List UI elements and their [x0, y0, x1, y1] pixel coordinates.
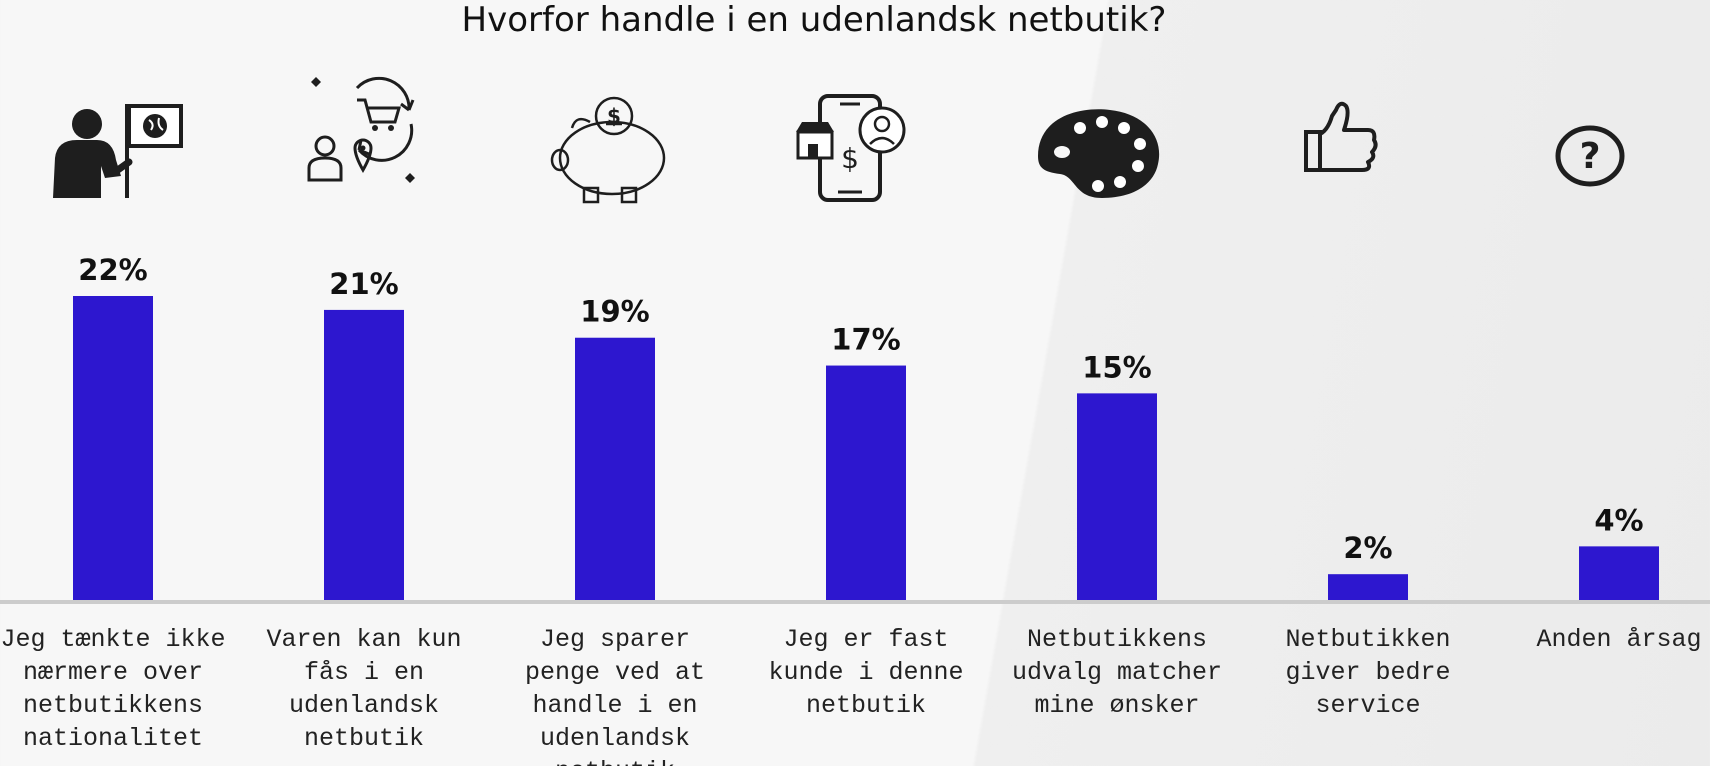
category-label-1: Jeg tænkte ikke nærmere over netbutikken…: [0, 625, 226, 753]
bar-4: [826, 365, 906, 602]
person-with-flag-icon: [53, 104, 183, 198]
bar-7: [1579, 546, 1659, 602]
value-labels-layer: 22% 21% 19% 17% 15% 2% 4%: [78, 253, 1643, 565]
category-label-4: Jeg er fast kunde i denne netbutik: [768, 625, 964, 720]
category-label-3: Jeg sparer penge ved at handle i en uden…: [524, 625, 706, 766]
piggy-bank-icon: $: [550, 96, 666, 204]
bar-5: [1077, 393, 1157, 602]
bar-2: [324, 309, 404, 602]
value-label-5: 15%: [1082, 350, 1151, 384]
svg-text:$: $: [607, 104, 621, 128]
bar-3: [575, 337, 655, 602]
category-label-6: Netbutikken giver bedre service: [1285, 625, 1451, 720]
bar-6: [1328, 574, 1408, 602]
icons-layer: $ $: [53, 76, 1625, 204]
category-label-7: Anden årsag: [1536, 625, 1702, 654]
bar-1: [73, 296, 153, 602]
svg-text:$: $: [841, 142, 859, 175]
mobile-shop-icon: $: [796, 94, 906, 202]
bars-layer: [73, 296, 1659, 602]
category-label-2: Varen kan kun fås i en udenlandsk netbut…: [266, 625, 462, 753]
svg-text:?: ?: [1580, 136, 1601, 177]
value-label-6: 2%: [1343, 531, 1392, 565]
palette-icon: [1038, 109, 1160, 199]
value-label-1: 22%: [78, 253, 147, 287]
thumbs-up-icon: [1304, 101, 1378, 172]
question-icon: ?: [1555, 125, 1625, 187]
value-label-3: 19%: [580, 295, 649, 329]
category-label-5: Netbutikkens udvalg matcher mine ønsker: [1011, 625, 1223, 720]
chart-title: Hvorfor handle i en udenlandsk netbutik?: [461, 0, 1167, 40]
value-label-7: 4%: [1594, 503, 1643, 537]
cart-location-icon: [307, 76, 415, 183]
value-label-4: 17%: [831, 323, 900, 357]
value-label-2: 21%: [329, 267, 398, 301]
